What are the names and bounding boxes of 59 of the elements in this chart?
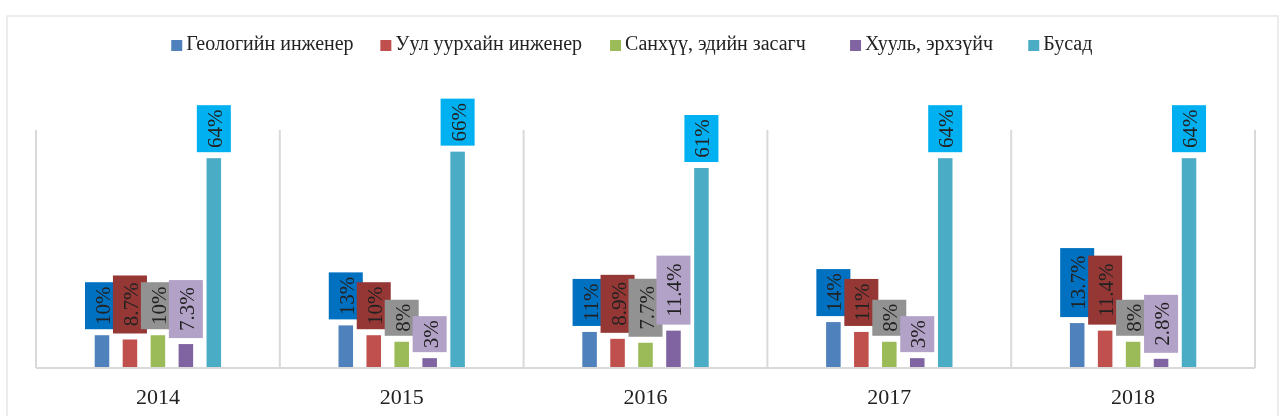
bar [854,331,869,368]
data-label: 11.4% [662,263,687,317]
bar [1181,158,1197,368]
bar [338,325,354,368]
bar [1097,330,1113,368]
data-label: 3% [418,320,443,349]
bar [694,168,709,368]
legend-label: Геологийн инженер [186,32,354,55]
legend-label: Уул уурхайн инженер [395,32,583,55]
data-label: 8% [390,303,415,332]
data-label: 3% [906,320,931,349]
x-tick-label: 2017 [867,384,912,409]
bar [610,338,625,368]
bar [366,335,382,368]
bar [882,341,897,368]
x-tick-label: 2014 [135,384,180,409]
data-label: 64% [202,109,227,148]
bar [178,344,194,368]
legend-label: Хууль, эрхзүйч [865,32,993,55]
bar [150,335,166,368]
legend-label: Бусад [1043,32,1093,55]
bar [1125,341,1141,368]
bar [826,322,841,368]
data-label: 8% [878,303,903,332]
data-label: 2.8% [1150,301,1175,346]
x-tick-label: 2018 [1111,384,1156,409]
bar [666,330,681,368]
bar [206,158,222,368]
bar [909,358,925,368]
data-label: 11% [578,283,603,322]
bar [638,342,653,368]
bar [122,339,138,368]
data-label: 10% [146,286,171,325]
data-label: 10% [362,286,387,325]
legend-label: Санхүү, эдийн засагч [625,32,806,55]
data-label: 66% [446,102,471,142]
data-label: 64% [934,109,959,148]
bar [1069,323,1085,368]
data-label: 8% [1122,303,1147,332]
data-label: 7.3% [174,287,199,331]
data-label: 7.7% [634,285,659,330]
data-label: 11% [850,283,875,322]
data-label: 10% [90,286,115,325]
data-label: 13% [334,276,359,316]
x-tick-label: 2015 [379,384,424,409]
bar [394,341,409,368]
bar [450,151,465,368]
data-label: 14% [822,273,847,312]
bar [582,331,597,368]
data-label: 8.9% [606,281,631,326]
bar [422,358,437,368]
data-label: 61% [690,119,715,158]
x-tick-label: 2016 [623,384,668,409]
bar [94,335,110,368]
data-label: 13.7% [1066,255,1091,310]
data-label: 11.4% [1094,263,1119,317]
data-label: 64% [1178,109,1203,148]
bar [937,158,953,368]
data-label: 8.7% [118,282,143,327]
